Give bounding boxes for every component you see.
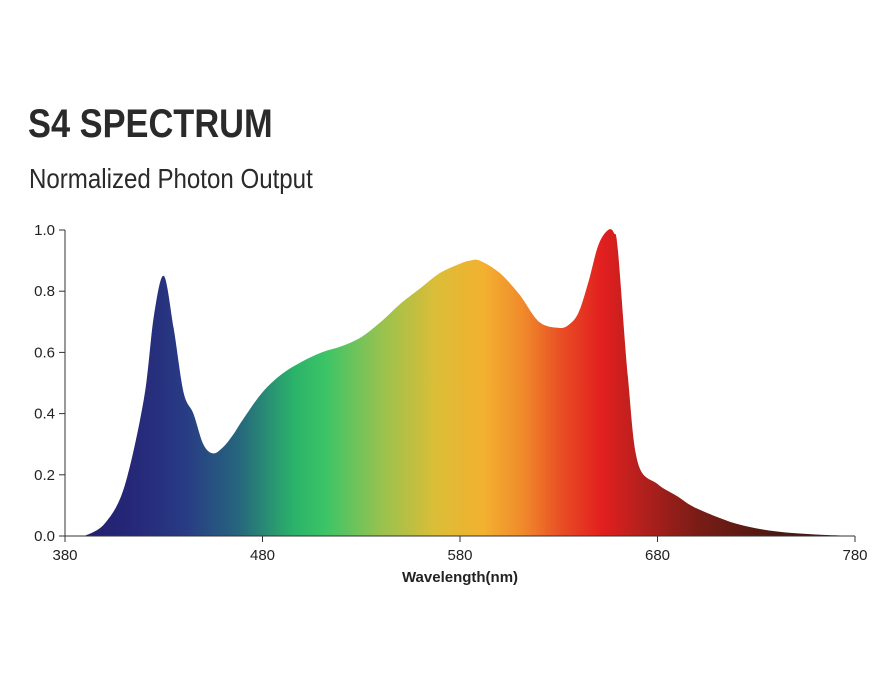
spectrum-area bbox=[84, 229, 856, 536]
y-ticks: 0.0 0.2 0.4 0.6 0.8 1.0 bbox=[34, 222, 65, 545]
chart-subtitle: Normalized Photon Output bbox=[29, 163, 313, 194]
x-tick-label: 680 bbox=[645, 547, 670, 564]
y-tick-label: 0.0 bbox=[34, 528, 55, 545]
y-tick-label: 0.2 bbox=[34, 467, 55, 484]
chart-title: S4 SPECTRUM bbox=[28, 102, 273, 146]
x-tick-label: 580 bbox=[447, 547, 472, 564]
y-tick-label: 0.6 bbox=[34, 344, 55, 361]
y-tick-label: 1.0 bbox=[34, 222, 55, 239]
x-tick-label: 780 bbox=[842, 547, 867, 564]
x-tick-label: 380 bbox=[52, 547, 77, 564]
x-ticks: 380 480 580 680 780 bbox=[52, 536, 868, 564]
x-axis-title: Wavelength(nm) bbox=[402, 569, 518, 586]
y-tick-label: 0.8 bbox=[34, 283, 55, 300]
x-tick-label: 480 bbox=[250, 547, 275, 564]
y-tick-label: 0.4 bbox=[34, 406, 55, 423]
